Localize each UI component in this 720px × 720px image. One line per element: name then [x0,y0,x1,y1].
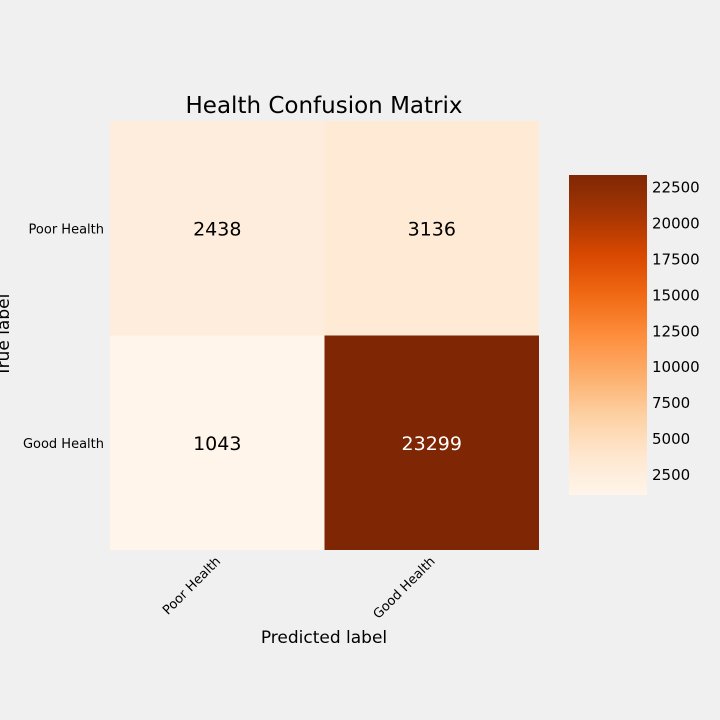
colorbar-tick-label: 2500 [652,466,690,484]
colorbar-tick-label: 22500 [652,178,700,196]
cell-value-r0-c1: 3136 [408,218,456,240]
heatmap-cell-r1-c1 [324,335,539,550]
x-tick-labels: Poor Health Good Health [160,554,438,622]
heatmap-cell-r0-c1 [324,121,539,336]
colorbar-tick-label: 5000 [652,430,690,448]
y-axis-label: True label [0,294,14,378]
heatmap-cell-labels: 2438 3136 1043 23299 [193,218,462,455]
colorbar-tick-label: 20000 [652,214,700,232]
cell-value-r0-c0: 2438 [193,218,241,240]
heatmap-cells [110,121,539,550]
heatmap-cell-r1-c0 [110,335,325,550]
x-tick-label: Good Health [371,554,439,622]
x-axis-label: Predicted label [261,628,387,648]
colorbar-tick-label: 17500 [652,250,700,268]
y-tick-label: Poor Health [29,222,104,237]
colorbar-tick-label: 12500 [652,322,700,340]
colorbar-tick-label: 10000 [652,358,700,376]
x-tick-label: Poor Health [160,554,224,618]
colorbar-tick-label: 15000 [652,286,700,304]
colorbar-tick-label: 7500 [652,394,690,412]
colorbar [569,175,647,495]
heatmap-cell-r0-c0 [110,121,325,336]
colorbar-tick-labels: 2500 5000 7500 10000 12500 15000 17500 20000 225… [652,178,700,484]
chart-title: Health Confusion Matrix [186,93,463,119]
cell-value-r1-c1: 23299 [402,433,462,455]
y-tick-labels: Poor Health Good Health [23,222,104,452]
cell-value-r1-c0: 1043 [193,433,241,455]
y-tick-label: Good Health [23,437,104,452]
